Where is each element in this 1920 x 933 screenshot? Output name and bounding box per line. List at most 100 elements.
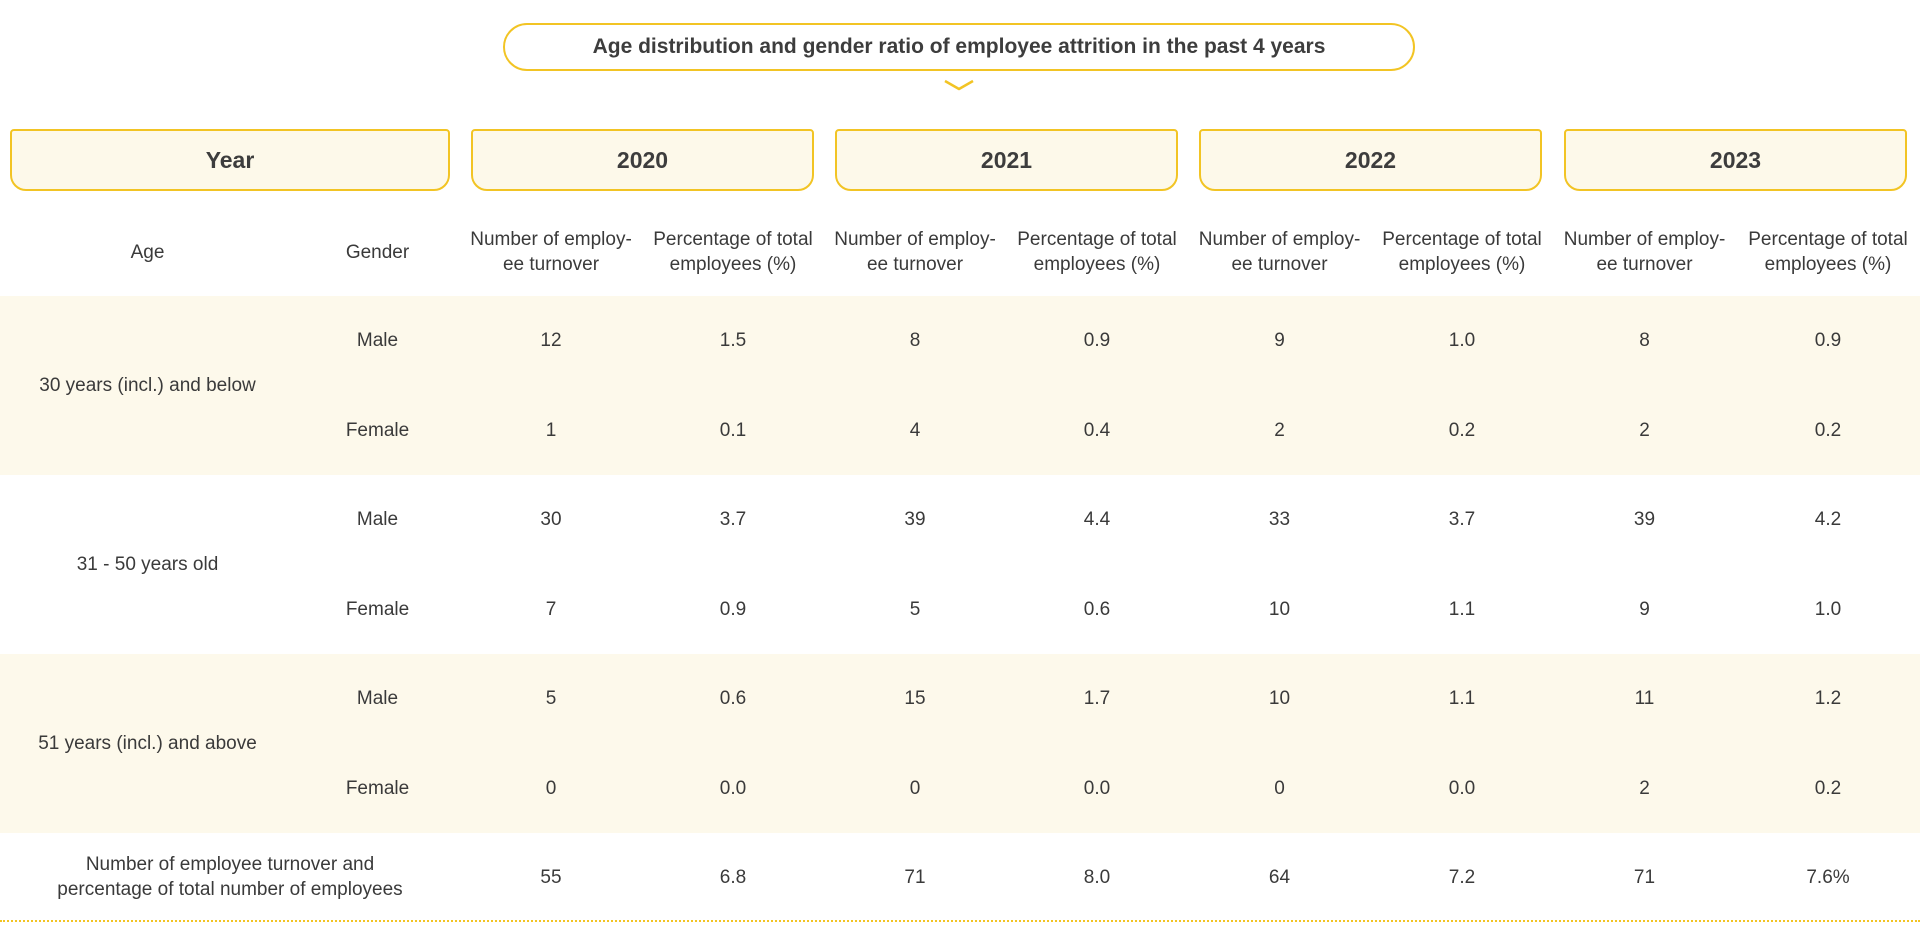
- header-pct-line1: Percentage of total: [1382, 229, 1542, 250]
- year-header-2023: 2023: [1564, 129, 1907, 191]
- column-header-count-2020: Number of employ- ee turnover: [460, 222, 642, 282]
- table-cell-count: 7: [545, 598, 557, 620]
- total-label-line2: percentage of total number of employees: [57, 879, 403, 900]
- table-cell-percentage: 1.0: [1814, 598, 1842, 620]
- table-cell-percentage: 0.9: [1083, 330, 1111, 352]
- table-cell-count: 0: [909, 777, 921, 799]
- total-cell-count: 71: [904, 866, 926, 888]
- age-group-label: 30 years (incl.) and below: [39, 375, 256, 396]
- column-header-pct-2020: Percentage of total employees (%): [642, 222, 824, 282]
- table-cell-count: 5: [909, 598, 921, 620]
- column-header-count-2023: Number of employ- ee turnover: [1553, 222, 1736, 282]
- header-pct-line2: employees (%): [1398, 254, 1526, 275]
- table-cell-percentage: 0.2: [1814, 777, 1842, 799]
- year-header-2020: 2020: [471, 129, 814, 191]
- header-count-line1: Number of employ-: [1198, 229, 1361, 250]
- table-cell-count: 2: [1639, 419, 1650, 441]
- table-cell-percentage: 4.4: [1083, 509, 1111, 531]
- table-cell-count: 4: [909, 419, 921, 441]
- table-cell-percentage: 0.0: [719, 777, 747, 799]
- column-header-count-2021: Number of employ- ee turnover: [824, 222, 1006, 282]
- table-title: Age distribution and gender ratio of emp…: [503, 23, 1415, 71]
- table-cell-count: 33: [1268, 509, 1291, 531]
- header-count-line2: ee turnover: [1231, 254, 1328, 275]
- table-cell-count: 10: [1268, 688, 1291, 710]
- year-header-2021: 2021: [835, 129, 1178, 191]
- total-cell-percentage: 7.2: [1448, 866, 1476, 888]
- table-cell-percentage: 0.9: [719, 598, 747, 620]
- header-count-line2: ee turnover: [502, 254, 600, 275]
- column-header-count-2022: Number of employ- ee turnover: [1188, 222, 1371, 282]
- table-cell-percentage: 3.7: [719, 509, 747, 531]
- table-cell-count: 11: [1634, 688, 1655, 710]
- total-cell-percentage: 7.6%: [1806, 866, 1850, 888]
- total-cell-count: 64: [1268, 866, 1291, 888]
- header-count-line2: ee turnover: [1596, 254, 1693, 275]
- table-cell-percentage: 1.0: [1448, 330, 1476, 352]
- table-cell-count: 2: [1639, 777, 1650, 799]
- chevron-down-icon: [944, 79, 974, 91]
- gender-label: Female: [345, 598, 410, 620]
- table-title-container: Age distribution and gender ratio of emp…: [503, 23, 1415, 91]
- table-cell-percentage: 0.1: [719, 419, 747, 441]
- header-count-line1: Number of employ-: [834, 229, 996, 250]
- table-cell-percentage: 0.0: [1083, 777, 1111, 799]
- header-count-line1: Number of employ-: [470, 229, 632, 250]
- table-cell-count: 1: [545, 419, 557, 441]
- table-cell-count: 39: [1633, 509, 1656, 531]
- table-cell-percentage: 0.4: [1083, 419, 1111, 441]
- gender-label: Male: [356, 330, 399, 352]
- age-group-label: 51 years (incl.) and above: [38, 733, 257, 754]
- row-band-group-3: [0, 654, 1920, 833]
- header-pct-line1: Percentage of total: [1017, 229, 1177, 250]
- total-row-label: Number of employee turnover and percentag…: [0, 833, 460, 921]
- total-cell-percentage: 6.8: [719, 866, 747, 888]
- total-label-line1: Number of employee turnover and: [85, 854, 375, 875]
- table-cell-percentage: 0.6: [1083, 598, 1111, 620]
- table-cell-percentage: 1.1: [1448, 688, 1476, 710]
- table-cell-count: 12: [540, 330, 562, 352]
- table-cell-percentage: 3.7: [1448, 509, 1476, 531]
- total-cell-percentage: 8.0: [1083, 866, 1111, 888]
- gender-label: Male: [356, 688, 399, 710]
- table-cell-count: 2: [1274, 419, 1285, 441]
- column-header-pct-2021: Percentage of total employees (%): [1006, 222, 1188, 282]
- table-cell-percentage: 1.1: [1448, 598, 1476, 620]
- column-header-pct-2022: Percentage of total employees (%): [1371, 222, 1553, 282]
- table-cell-percentage: 4.2: [1814, 509, 1842, 531]
- column-header-pct-2023: Percentage of total employees (%): [1736, 222, 1920, 282]
- header-count-line1: Number of employ-: [1563, 229, 1726, 250]
- total-cell-count: 55: [540, 866, 562, 888]
- header-count-line2: ee turnover: [866, 254, 964, 275]
- gender-label: Male: [356, 509, 399, 531]
- table-cell-count: 5: [545, 688, 557, 710]
- table-cell-percentage: 0.6: [719, 688, 747, 710]
- table-cell-percentage: 0.2: [1448, 419, 1476, 441]
- table-cell-count: 9: [1639, 598, 1650, 620]
- header-pct-line2: employees (%): [1033, 254, 1161, 275]
- table-cell-count: 9: [1274, 330, 1285, 352]
- age-group-label: 31 - 50 years old: [76, 554, 219, 575]
- header-pct-line2: employees (%): [669, 254, 797, 275]
- column-header-gender: Gender: [345, 241, 410, 263]
- header-pct-line1: Percentage of total: [653, 229, 813, 250]
- table-cell-percentage: 0.0: [1448, 777, 1476, 799]
- total-cell-count: 71: [1633, 866, 1656, 888]
- table-cell-count: 39: [904, 509, 926, 531]
- gender-label: Female: [345, 419, 410, 441]
- table-cell-count: 15: [904, 688, 926, 710]
- table-cell-count: 10: [1268, 598, 1291, 620]
- table-cell-count: 0: [545, 777, 557, 799]
- table-cell-percentage: 1.5: [719, 330, 747, 352]
- row-band-group-1: [0, 296, 1920, 475]
- gender-label: Female: [345, 777, 410, 799]
- header-pct-line1: Percentage of total: [1748, 229, 1908, 250]
- table-cell-count: 8: [1639, 330, 1650, 352]
- table-cell-count: 30: [540, 509, 562, 531]
- header-pct-line2: employees (%): [1764, 254, 1892, 275]
- table-cell-count: 8: [909, 330, 921, 352]
- year-header: Year: [10, 129, 450, 191]
- table-cell-percentage: 1.7: [1083, 688, 1111, 710]
- table-bottom-divider: [0, 920, 1920, 922]
- table-cell-percentage: 0.9: [1814, 330, 1842, 352]
